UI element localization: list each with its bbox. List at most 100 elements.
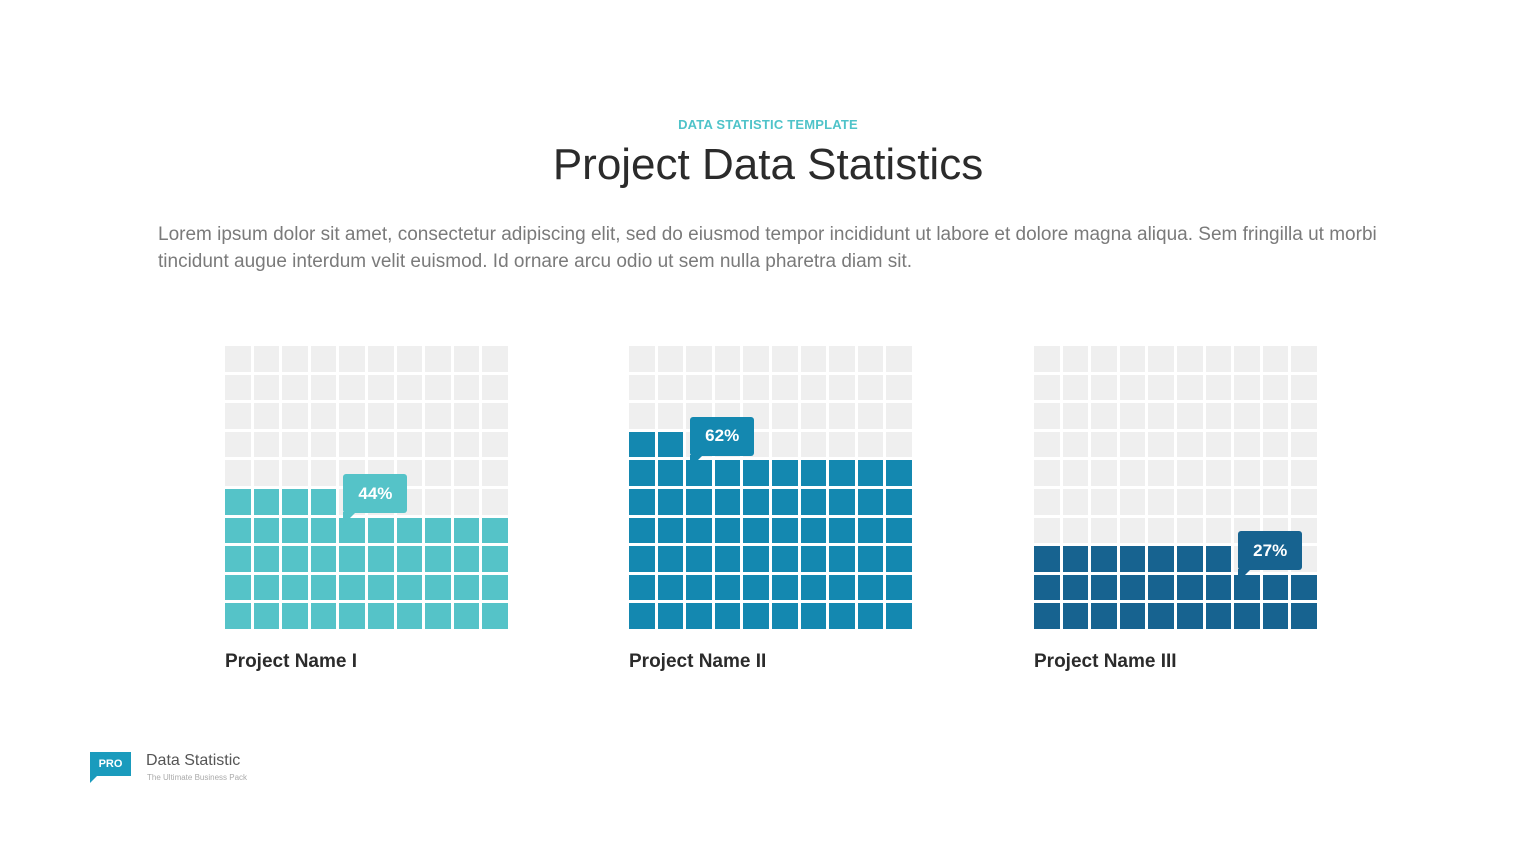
waffle-cell-filled <box>829 546 855 572</box>
waffle-cell-filled <box>629 460 655 486</box>
waffle-cell-filled <box>829 460 855 486</box>
waffle-cell-empty <box>743 374 769 401</box>
waffle-cell-filled <box>310 546 337 572</box>
waffle-cell-filled <box>629 603 655 629</box>
waffle-cell-filled <box>396 603 423 629</box>
waffle-cell-empty <box>1119 431 1146 458</box>
waffle-cell-filled <box>743 546 769 572</box>
waffle-cell-empty <box>1119 517 1146 544</box>
eyebrow-label: DATA STATISTIC TEMPLATE <box>678 117 858 132</box>
waffle-cell-filled <box>310 574 337 601</box>
waffle-cell-empty <box>1119 403 1146 429</box>
waffle-cell-empty <box>396 374 423 401</box>
waffle-cell-empty <box>1034 517 1060 544</box>
waffle-cell-empty <box>1062 460 1089 486</box>
waffle-cell-empty <box>1176 403 1203 429</box>
waffle-cell-filled <box>886 517 912 544</box>
waffle-cell-filled <box>686 488 712 515</box>
waffle-cell-empty <box>1034 460 1060 486</box>
waffle-cell-filled <box>686 603 712 629</box>
waffle-cell-empty <box>686 374 712 401</box>
value-callout: 44% <box>343 474 408 525</box>
waffle-cell-empty <box>1176 374 1203 401</box>
waffle-cell-filled <box>657 460 684 486</box>
waffle-cell-empty <box>282 460 308 486</box>
waffle-cell-empty <box>1176 488 1203 515</box>
project-name-label: Project Name III <box>1034 651 1177 672</box>
waffle-cell-filled <box>1148 574 1174 601</box>
waffle-cell-empty <box>225 403 251 429</box>
waffle-cell-filled <box>886 488 912 515</box>
waffle-cell-empty <box>1234 488 1260 515</box>
waffle-cell-empty <box>1234 346 1260 372</box>
waffle-cell-empty <box>1034 403 1060 429</box>
waffle-cell-filled <box>282 574 308 601</box>
waffle-cell-filled <box>425 603 451 629</box>
waffle-cell-filled <box>771 546 798 572</box>
waffle-cell-filled <box>1119 603 1146 629</box>
waffle-cell-filled <box>482 546 508 572</box>
waffle-cell-empty <box>800 431 827 458</box>
waffle-cell-empty <box>1291 488 1317 515</box>
waffle-cell-empty <box>339 403 365 429</box>
waffle-cell-filled <box>743 460 769 486</box>
waffle-cell-filled <box>1034 546 1060 572</box>
waffle-grid <box>1034 346 1318 630</box>
waffle-cell-filled <box>857 574 884 601</box>
waffle-cell-filled <box>686 517 712 544</box>
waffle-cell-empty <box>886 374 912 401</box>
waffle-cell-empty <box>1205 460 1232 486</box>
waffle-cell-empty <box>886 346 912 372</box>
waffle-cell-empty <box>425 374 451 401</box>
brand-tagline: The Ultimate Business Pack <box>147 773 248 782</box>
page-description: Lorem ipsum dolor sit amet, consectetur … <box>158 224 1377 272</box>
waffle-cell-empty <box>1291 460 1317 486</box>
waffle-cell-empty <box>657 346 684 372</box>
waffle-cell-empty <box>1205 346 1232 372</box>
waffle-cell-empty <box>771 403 798 429</box>
waffle-cell-empty <box>629 403 655 429</box>
waffle-cell-filled <box>829 517 855 544</box>
waffle-cell-filled <box>425 546 451 572</box>
waffle-cell-filled <box>771 574 798 601</box>
waffle-cell-filled <box>829 574 855 601</box>
waffle-cell-empty <box>1234 403 1260 429</box>
waffle-cell-filled <box>657 431 684 458</box>
waffle-cell-filled <box>800 517 827 544</box>
waffle-cell-empty <box>425 431 451 458</box>
waffle-cell-filled <box>1234 603 1260 629</box>
waffle-cell-filled <box>1262 603 1289 629</box>
speech-tail-icon <box>90 775 98 783</box>
waffle-cell-empty <box>482 346 508 372</box>
waffle-cell-empty <box>1062 431 1089 458</box>
waffle-cell-empty <box>453 431 480 458</box>
waffle-cell-empty <box>253 460 280 486</box>
waffle-cell-filled <box>857 460 884 486</box>
waffle-cell-filled <box>453 603 480 629</box>
waffle-cell-filled <box>800 546 827 572</box>
brand-name: Data Statistic <box>146 752 241 769</box>
waffle-chart-project-1: 44% Project Name I <box>225 346 509 672</box>
waffle-cell-empty <box>425 403 451 429</box>
waffle-cell-filled <box>771 603 798 629</box>
waffle-cell-empty <box>1291 431 1317 458</box>
waffle-cell-filled <box>771 517 798 544</box>
brand-badge-text: PRO <box>98 758 123 770</box>
waffle-cell-empty <box>1034 488 1060 515</box>
waffle-cell-filled <box>310 517 337 544</box>
waffle-cell-filled <box>1062 603 1089 629</box>
waffle-cell-empty <box>1091 488 1117 515</box>
waffle-cell-empty <box>425 346 451 372</box>
waffle-cell-empty <box>829 346 855 372</box>
waffle-cell-filled <box>800 488 827 515</box>
waffle-cell-filled <box>800 574 827 601</box>
waffle-cell-filled <box>1262 574 1289 601</box>
waffle-cell-empty <box>1062 403 1089 429</box>
waffle-cell-filled <box>1291 574 1317 601</box>
waffle-cell-filled <box>225 574 251 601</box>
waffle-cell-empty <box>310 403 337 429</box>
waffle-cell-empty <box>1205 517 1232 544</box>
waffle-cell-empty <box>629 346 655 372</box>
waffle-cell-empty <box>1262 488 1289 515</box>
waffle-cell-empty <box>453 403 480 429</box>
